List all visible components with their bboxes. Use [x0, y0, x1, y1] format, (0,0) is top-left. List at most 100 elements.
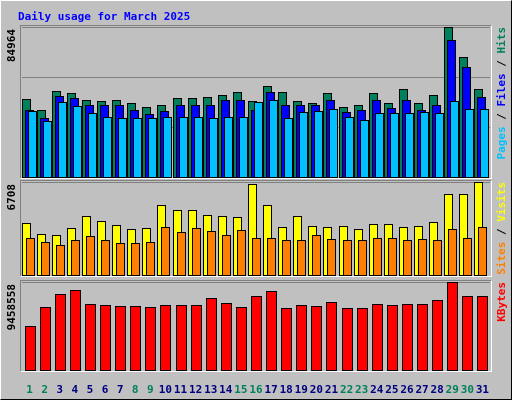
- x-tick-label: 28: [431, 383, 444, 396]
- bar: [58, 102, 67, 178]
- x-tick-label: 21: [325, 383, 339, 396]
- bar: [432, 300, 443, 371]
- legend-entry: Sites: [495, 242, 508, 275]
- x-tick-label: 3: [56, 383, 63, 396]
- bar: [71, 240, 80, 276]
- bar: [417, 304, 428, 371]
- bar: [160, 305, 171, 371]
- x-tick-label: 13: [204, 383, 217, 396]
- legend-separator: /: [495, 222, 508, 242]
- bar: [222, 235, 231, 276]
- bar: [282, 240, 291, 276]
- bar: [281, 308, 292, 371]
- x-tick-label: 10: [159, 383, 172, 396]
- bar: [357, 308, 368, 371]
- bar: [312, 235, 321, 276]
- bar: [116, 243, 125, 276]
- bar: [266, 291, 277, 371]
- bar: [299, 112, 308, 178]
- x-tick-label: 4: [72, 383, 79, 396]
- bar: [405, 113, 414, 178]
- bar: [403, 240, 412, 276]
- bar: [390, 113, 399, 178]
- legend-entry: Visits: [495, 182, 508, 222]
- bar: [311, 306, 322, 371]
- bar: [177, 232, 186, 276]
- bar: [207, 231, 216, 276]
- y-tick-label: 9458558: [5, 284, 18, 330]
- bar: [420, 112, 429, 178]
- bar: [387, 305, 398, 371]
- bar: [252, 238, 261, 276]
- bar: [88, 113, 97, 178]
- bar: [133, 118, 142, 178]
- bar: [145, 307, 156, 371]
- bar: [360, 120, 369, 178]
- bar: [402, 304, 413, 371]
- x-tick-label: 15: [234, 383, 247, 396]
- x-tick-label: 17: [264, 383, 277, 396]
- bar: [372, 304, 383, 371]
- bar: [103, 117, 112, 178]
- bar: [477, 296, 488, 371]
- legend-separator: /: [495, 107, 508, 127]
- panel-bevel: [20, 280, 492, 372]
- bar: [327, 239, 336, 276]
- bar: [418, 239, 427, 276]
- x-tick-label: 31: [476, 383, 490, 396]
- bar: [73, 106, 82, 178]
- y-tick-label: 6708: [5, 184, 18, 211]
- y-tick-label: 84964: [5, 29, 18, 62]
- bar: [297, 240, 306, 276]
- bar: [41, 242, 50, 276]
- bar: [206, 298, 217, 371]
- x-tick-label: 8: [132, 383, 139, 396]
- bar: [375, 113, 384, 178]
- bar: [118, 118, 127, 178]
- bar: [345, 117, 354, 178]
- x-tick-label: 22: [340, 383, 353, 396]
- bar: [269, 100, 278, 178]
- bar: [25, 326, 36, 371]
- bar: [28, 111, 37, 178]
- bar: [358, 240, 367, 276]
- legend-entry: Pages: [495, 126, 508, 159]
- x-tick-label: 29: [446, 383, 459, 396]
- legend-entry: Files: [495, 73, 508, 106]
- x-tick-label: 2: [41, 383, 48, 396]
- bar: [326, 302, 337, 371]
- bar: [163, 117, 172, 178]
- x-tick-label: 16: [249, 383, 263, 396]
- bar: [209, 118, 218, 178]
- bar: [85, 304, 96, 371]
- x-tick-label: 1: [26, 383, 33, 396]
- bar: [161, 227, 170, 276]
- bar: [100, 305, 111, 371]
- bar: [251, 296, 262, 371]
- bar: [342, 308, 353, 371]
- bar: [284, 118, 293, 178]
- panel-bevel: [20, 180, 492, 277]
- x-tick-label: 27: [415, 383, 428, 396]
- bar: [343, 240, 352, 276]
- bar: [478, 227, 487, 276]
- bar: [236, 307, 247, 371]
- x-tick-label: 25: [385, 383, 398, 396]
- bar: [463, 238, 472, 276]
- bar: [296, 305, 307, 371]
- bar: [435, 113, 444, 178]
- legend: Sites / Visits: [495, 182, 508, 275]
- legend-separator: /: [495, 54, 508, 74]
- panel-bevel: [20, 180, 492, 277]
- bar: [221, 303, 232, 371]
- legend: Pages / Files / Hits: [495, 27, 508, 160]
- x-tick-label: 11: [174, 383, 188, 396]
- bar: [146, 242, 155, 276]
- bar: [254, 102, 263, 178]
- bar: [115, 306, 126, 371]
- x-tick-label: 9: [147, 383, 154, 396]
- bar: [224, 117, 233, 178]
- x-tick-label: 19: [295, 383, 308, 396]
- legend-entry: KBytes: [495, 282, 508, 322]
